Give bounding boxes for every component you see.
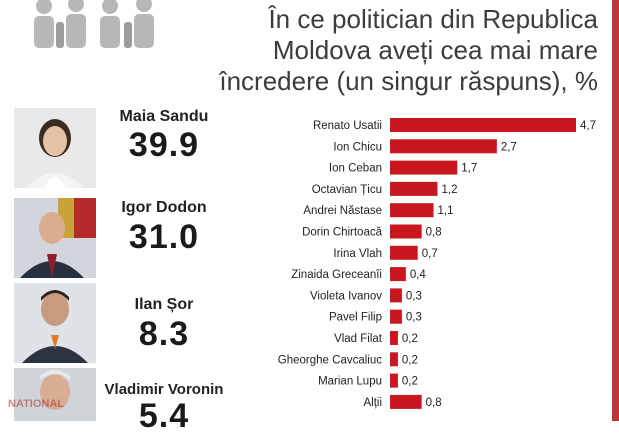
value-label: 1,1	[438, 205, 454, 217]
category-label: Zinaida Greceanîi	[291, 269, 382, 281]
ilan-sor-photo	[14, 283, 96, 363]
bar-chart: Renato Usatii 4,7 Ion Chicu 2,7 Ion Ceban 1,7…	[278, 118, 596, 409]
bar	[390, 118, 576, 132]
leader-value: 31.0	[128, 218, 200, 256]
infographic-panel	[612, 0, 619, 421]
title-line-1: În ce politician din Republica	[268, 4, 598, 34]
people-silhouettes-icon	[34, 0, 154, 48]
category-label: Gheorghe Cavcaliuc	[278, 354, 382, 366]
category-label: Irina Vlah	[333, 248, 382, 260]
bar	[390, 139, 497, 154]
portrait-icon	[14, 368, 96, 421]
category-label: Alții	[363, 397, 382, 409]
portrait-icon	[14, 108, 96, 188]
value-label: 1,2	[441, 184, 457, 196]
category-label: Andrei Năstase	[303, 205, 382, 217]
value-label: 0,3	[406, 290, 422, 302]
bar	[390, 288, 402, 303]
category-label: Octavian Țicu	[312, 184, 382, 196]
category-label: Ion Ceban	[329, 163, 382, 175]
portrait-icon	[14, 283, 96, 363]
value-label: 0,8	[426, 397, 442, 409]
value-label: 0,4	[410, 269, 427, 281]
leader-value: 8.3	[138, 315, 190, 353]
bar	[390, 203, 434, 218]
leader-name: Igor Dodon	[121, 199, 207, 216]
value-label: 1,7	[461, 163, 477, 175]
value-label: 0,2	[402, 333, 418, 345]
leader-name: Ilan Șor	[134, 296, 194, 313]
bar	[390, 181, 438, 196]
bar	[390, 331, 398, 345]
category-label: Vlad Filat	[334, 333, 383, 345]
category-label: Renato Usatii	[313, 120, 382, 132]
category-label: Marian Lupu	[318, 376, 382, 388]
bar	[390, 245, 418, 260]
vladimir-voronin-photo	[14, 368, 96, 421]
watermark-logo: NATIONAL	[8, 398, 65, 410]
value-label: 0,2	[402, 376, 418, 388]
category-label: Ion Chicu	[333, 141, 382, 153]
bar	[390, 224, 422, 239]
category-label: Violeta Ivanov	[310, 290, 382, 302]
value-label: 0,7	[422, 248, 438, 260]
leader-value: 39.9	[128, 126, 200, 164]
bar	[390, 394, 422, 409]
value-label: 0,2	[402, 354, 418, 366]
bar	[390, 373, 398, 388]
value-label: 2,7	[501, 141, 517, 153]
value-label: 0,8	[426, 227, 442, 239]
bar	[390, 309, 402, 324]
bar	[390, 160, 458, 175]
category-label: Pavel Filip	[329, 312, 382, 324]
value-label: 0,3	[406, 312, 422, 324]
title-line-3: încredere (un singur răspuns), %	[219, 66, 598, 96]
bar	[390, 267, 406, 282]
leader-name: Maia Sandu	[119, 108, 209, 125]
igor-dodon-photo	[14, 198, 96, 278]
maia-sandu-photo	[14, 108, 96, 188]
category-label: Dorin Chirtoacă	[302, 227, 382, 239]
value-label: 4,7	[580, 120, 596, 132]
leader-name: Vladimir Voronin	[104, 381, 224, 398]
portrait-icon	[14, 198, 96, 278]
title-line-2: Moldova aveți cea mai mare	[272, 35, 598, 65]
bar	[390, 352, 398, 367]
chart-title: În ce politician din Republica Moldova a…	[168, 4, 598, 97]
